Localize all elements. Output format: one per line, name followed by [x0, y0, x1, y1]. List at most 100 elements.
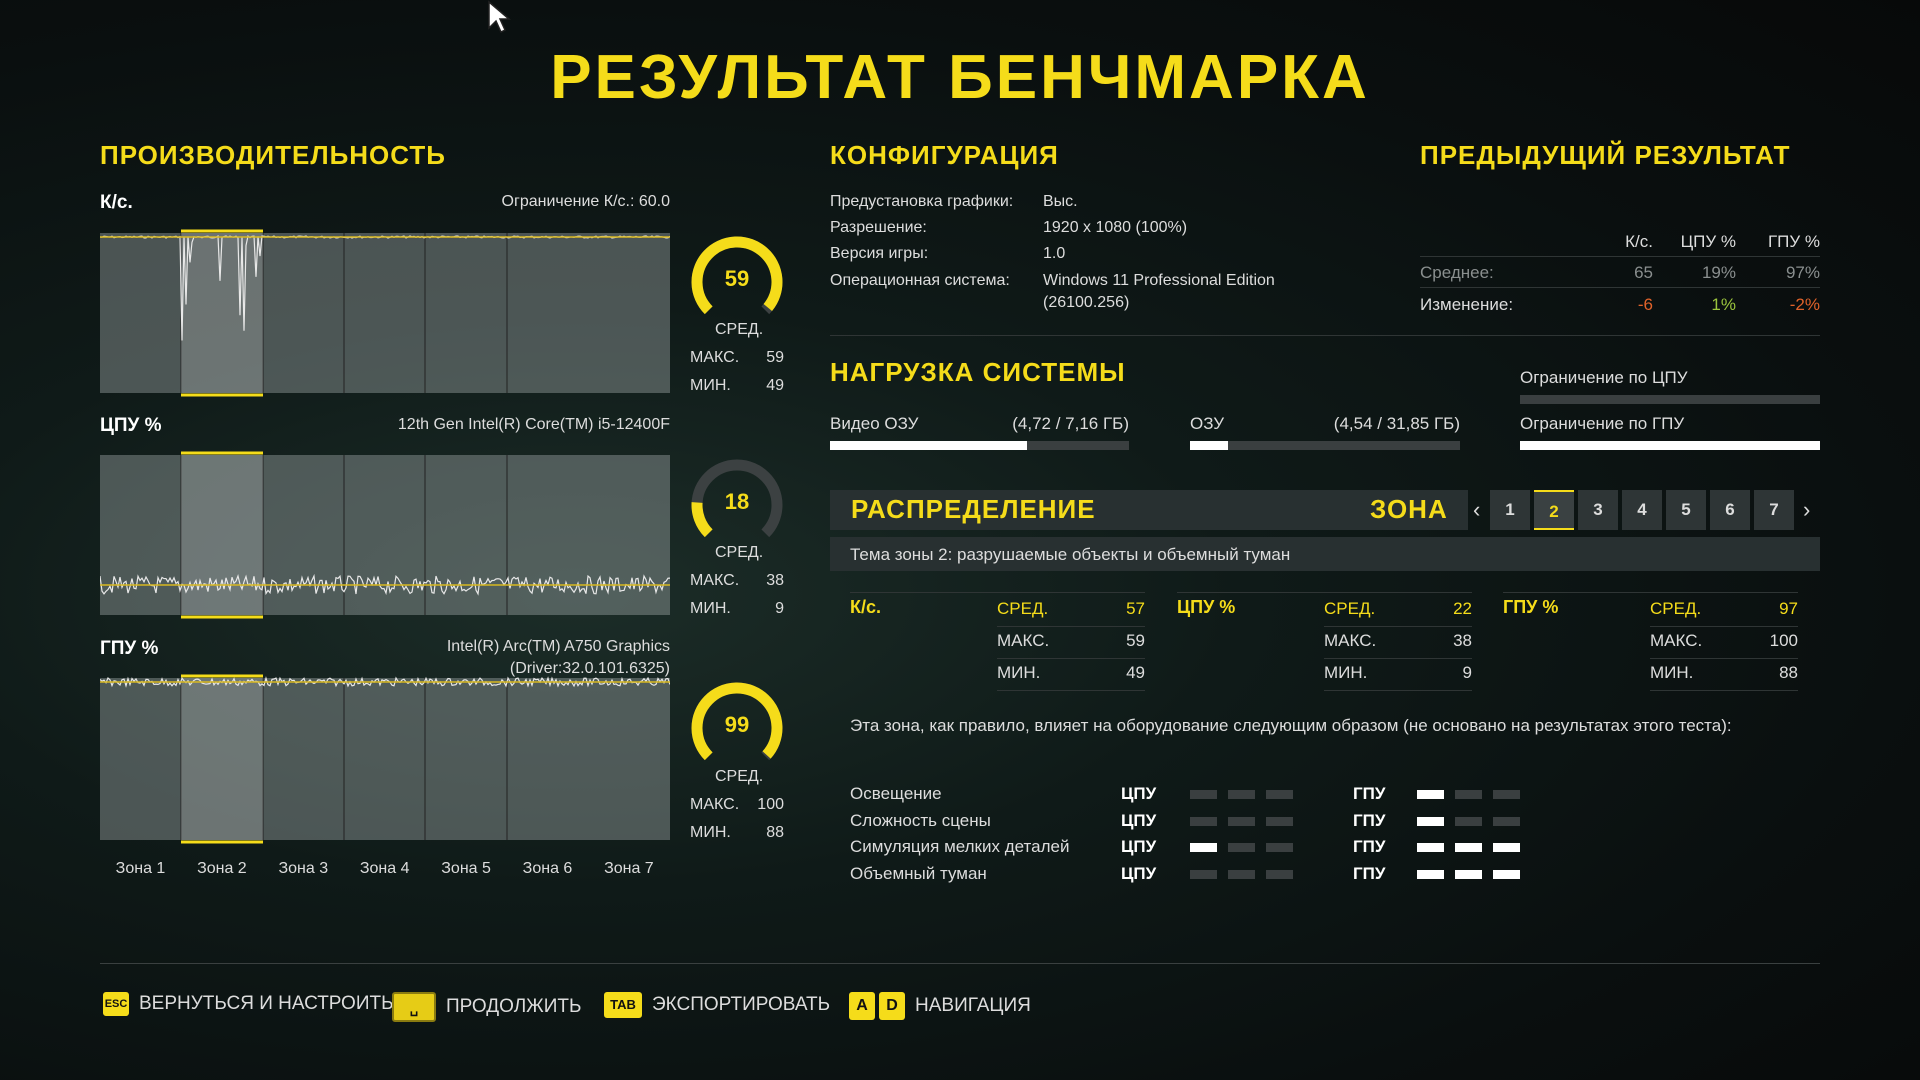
stat-max: 100 — [1769, 631, 1798, 650]
impact-name: Объемный туман — [850, 863, 987, 883]
stat-min-label: МИН. — [1650, 663, 1694, 682]
cpu-impact-block — [1228, 816, 1255, 826]
divider — [1324, 626, 1472, 627]
fps-graph — [100, 229, 670, 397]
config-value-2: (26100.256) — [1043, 294, 1130, 311]
footer-divider — [100, 963, 1820, 964]
stat-avg: 22 — [1453, 599, 1472, 618]
cpu-min: 9 — [775, 600, 784, 617]
gpu-label: ГПУ — [1353, 863, 1386, 883]
fps-gauge: 59 — [687, 232, 787, 332]
stat-avg-label: СРЕД. — [1650, 599, 1702, 618]
gpu-label: ГПУ — [1353, 810, 1386, 830]
zone-page-7[interactable]: 7 — [1754, 490, 1794, 530]
cpu-min-label: МИН. — [690, 600, 731, 617]
cpu-label: ЦПУ — [1121, 837, 1157, 856]
config-value: Выс. — [1043, 193, 1078, 210]
next-zone-chevron-icon[interactable]: › — [1803, 497, 1811, 522]
gpu-min-label: МИН. — [690, 824, 731, 841]
cpu-impact-block — [1190, 790, 1217, 799]
cpu-label: ЦПУ — [1121, 810, 1157, 830]
prev-zone-chevron-icon[interactable]: ‹ — [1473, 497, 1481, 522]
gpu-impact-block — [1493, 869, 1520, 879]
cpu-max: 38 — [766, 572, 784, 589]
page-title: РЕЗУЛЬТАТ БЕНЧМАРКА — [550, 43, 1370, 112]
gauge-fill — [691, 236, 783, 315]
a-key-icon: A — [849, 992, 875, 1020]
divider — [1503, 592, 1798, 593]
stat-min-label: МИН. — [997, 663, 1041, 682]
cpu-impact-block — [1228, 843, 1255, 852]
mouse-cursor-icon — [487, 0, 512, 39]
config-key: Разрешение: — [830, 219, 927, 236]
prev-avg-gpu: 97% — [1785, 263, 1820, 282]
divider — [850, 592, 1145, 593]
zone-label-4[interactable]: Зона 4 — [359, 860, 410, 877]
cpu-impact-block — [1190, 843, 1217, 852]
divider — [1650, 658, 1798, 659]
fps-avg: 59 — [724, 266, 750, 291]
zone-label-3[interactable]: Зона 3 — [278, 860, 329, 877]
load-heading: НАГРУЗКА СИСТЕМЫ — [830, 357, 1126, 387]
vram-value: (4,72 / 7,16 ГБ) — [1012, 414, 1129, 433]
stat-min: 49 — [1126, 663, 1145, 682]
gpu-impact-block — [1493, 790, 1520, 799]
stat-min-label: МИН. — [1324, 663, 1368, 682]
gpu-impact-block — [1493, 816, 1520, 826]
zone-theme-bar — [830, 537, 1820, 571]
zone-page-2[interactable]: 2 — [1534, 490, 1574, 530]
zone-label-7[interactable]: Зона 7 — [604, 860, 654, 877]
gpu-gauge: 99 — [687, 678, 787, 778]
cpu-label: ЦПУ % — [100, 415, 162, 436]
zone-label-2[interactable]: Зона 2 — [197, 860, 247, 877]
zone-page-4[interactable]: 4 — [1622, 490, 1662, 530]
navigation-hint[interactable]: A D НАВИГАЦИЯ — [849, 992, 1031, 1020]
stat-max: 38 — [1453, 631, 1472, 650]
fps-label: К/с. — [100, 192, 133, 213]
esc-key-icon: ESC — [103, 992, 129, 1016]
cpu-avg: 18 — [724, 489, 750, 514]
selected-zone-highlight — [181, 455, 263, 615]
fps-max-label: МАКС. — [690, 349, 740, 366]
gpu-impact-block — [1455, 816, 1482, 826]
cpu-impact-block — [1266, 816, 1293, 826]
gpu-min: 88 — [766, 824, 784, 841]
fps-max: 59 — [766, 349, 784, 366]
gpu-impact-block — [1493, 843, 1520, 852]
divider — [1650, 690, 1798, 691]
back-button[interactable]: ESC ВЕРНУТЬСЯ И НАСТРОИТЬ — [103, 992, 394, 1016]
zone-page-3[interactable]: 3 — [1578, 490, 1618, 530]
gpu-label: ГПУ % — [100, 638, 159, 659]
ram-bar — [1190, 441, 1460, 450]
cpu-impact-block — [1190, 816, 1217, 826]
config-value: Windows 11 Professional Edition — [1043, 272, 1275, 289]
impact-name: Симуляция мелких деталей — [850, 837, 1070, 856]
performance-heading: ПРОИЗВОДИТЕЛЬНОСТЬ — [100, 140, 446, 170]
zone-label-1[interactable]: Зона 1 — [115, 860, 166, 877]
zone-label-6[interactable]: Зона 6 — [522, 860, 573, 877]
cpu-label: ЦПУ — [1121, 863, 1157, 883]
stat-max-label: МАКС. — [1650, 631, 1703, 650]
cpu-impact-block — [1266, 843, 1293, 852]
config-heading: КОНФИГУРАЦИЯ — [830, 140, 1059, 170]
vram-bar — [830, 441, 1129, 450]
continue-button[interactable]: ␣ ПРОДОЛЖИТЬ — [392, 992, 581, 1022]
previous-heading: ПРЕДЫДУЩИЙ РЕЗУЛЬТАТ — [1420, 140, 1791, 170]
zone-label-5[interactable]: Зона 5 — [441, 860, 491, 877]
stat-max: 59 — [1126, 631, 1145, 650]
export-button[interactable]: TAB ЭКСПОРТИРОВАТЬ — [604, 992, 830, 1018]
d-key-icon: D — [879, 992, 905, 1020]
impact-name: Освещение — [850, 784, 942, 803]
zone-page-6[interactable]: 6 — [1710, 490, 1750, 530]
config-value: 1.0 — [1043, 245, 1066, 262]
stat-avg-label: СРЕД. — [1324, 599, 1376, 618]
graph-trace — [100, 676, 670, 688]
gpu-max: 100 — [757, 796, 784, 813]
zone-page-1[interactable]: 1 — [1490, 490, 1530, 530]
stat-avg-label: СРЕД. — [997, 599, 1049, 618]
gpu-avg: 99 — [724, 712, 750, 737]
cpu-impact-block — [1266, 869, 1293, 879]
cpu-limit-bar — [1520, 395, 1820, 404]
fps-min: 49 — [766, 377, 784, 394]
zone-page-5[interactable]: 5 — [1666, 490, 1706, 530]
